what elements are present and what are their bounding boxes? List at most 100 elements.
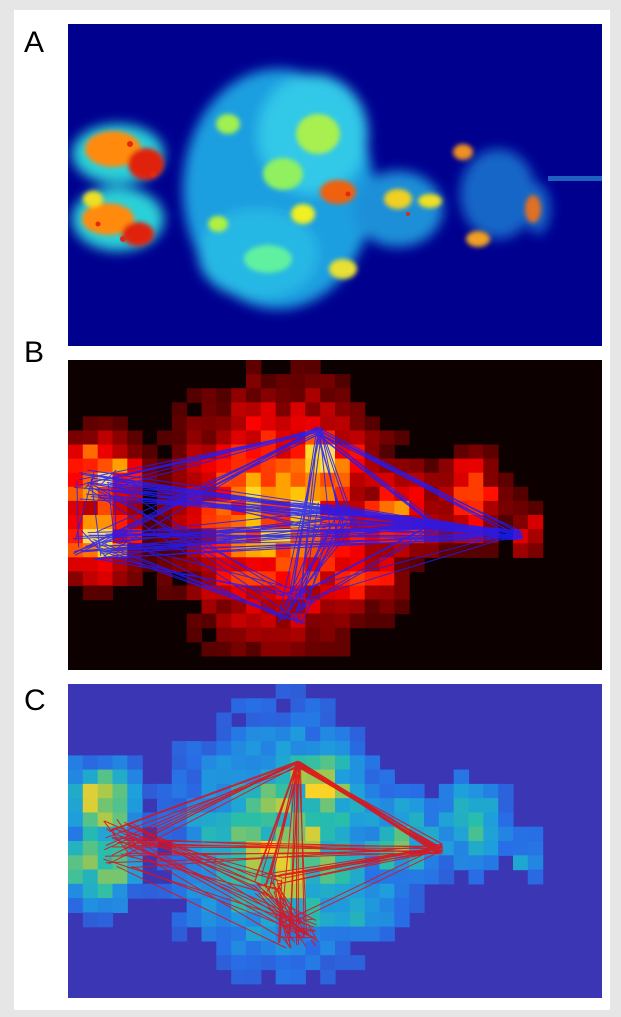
- heatmap-cell: [468, 841, 484, 856]
- heatmap-cell: [68, 798, 84, 814]
- heatmap-cell: [498, 841, 514, 856]
- connection-line: [261, 847, 435, 876]
- heatmap-cell: [349, 416, 366, 432]
- heatmap-cell: [424, 500, 440, 516]
- heatmap-cell: [246, 472, 262, 488]
- heatmap-cell: [260, 812, 277, 828]
- connection-line: [118, 835, 283, 882]
- heatmap-cell: [216, 402, 232, 417]
- heatmap-cell: [216, 458, 232, 474]
- connection-line: [107, 482, 116, 542]
- connection-line: [315, 432, 521, 532]
- connection-line: [428, 525, 516, 540]
- heatmap-cell: [394, 883, 410, 899]
- heatmap-cell: [68, 898, 84, 913]
- heatmap-cell: [216, 741, 232, 756]
- connection-line: [280, 936, 311, 939]
- heatmap-cell: [424, 458, 440, 474]
- heatmap-cell: [320, 883, 336, 899]
- connection-line: [105, 525, 424, 553]
- heatmap-cell: [498, 798, 514, 814]
- heatmap-cell: [335, 641, 351, 657]
- heatmap-cell: [349, 402, 366, 417]
- heatmap-cell: [82, 869, 99, 885]
- heatmap-cell: [231, 613, 247, 629]
- heatmap-cell: [349, 486, 366, 502]
- connection-line: [316, 429, 442, 530]
- heatmap-cell: [260, 698, 277, 714]
- heatmap-cell: [260, 388, 277, 403]
- heatmap-cell: [527, 515, 544, 530]
- heatmap-cell: [305, 402, 321, 417]
- connection-line: [292, 532, 325, 620]
- heatmap-cell: [394, 783, 410, 799]
- heatmap-cell: [260, 472, 277, 488]
- connection-line: [295, 528, 431, 611]
- connection-line: [293, 522, 346, 589]
- heatmap-cell: [305, 726, 321, 742]
- heatmap-cell: [246, 698, 262, 714]
- heatmap-cell: [453, 769, 470, 785]
- heatmap-cell: [216, 599, 232, 615]
- connection-line: [310, 939, 317, 947]
- heatmap-cell: [335, 543, 351, 558]
- connection-line: [287, 531, 330, 616]
- heatmap-cell: [468, 826, 484, 842]
- heatmap-cell: [290, 458, 306, 474]
- heatmap-cell: [305, 698, 321, 714]
- heatmap-cell: [379, 898, 395, 913]
- connection-line: [436, 521, 518, 535]
- heatmap-cell: [424, 869, 440, 885]
- heatmap-cell: [68, 783, 84, 799]
- heatmap-cell: [290, 444, 306, 460]
- heatmap-cell: [97, 812, 114, 828]
- heatmap-cell: [246, 641, 262, 657]
- heatmap-cell: [290, 416, 306, 432]
- connection-line: [90, 493, 441, 529]
- heatmap-cell: [112, 783, 128, 799]
- panel-label-c: C: [24, 684, 46, 717]
- heatmap-cell: [320, 698, 336, 714]
- heatmap-cell: [216, 388, 232, 403]
- heatmap-cell: [409, 783, 425, 799]
- heatmap-cell: [483, 543, 499, 558]
- heatmap-cell: [82, 883, 99, 899]
- heatmap-cell: [201, 613, 217, 629]
- heatmap-cell: [82, 557, 99, 572]
- heatmap-cell: [335, 869, 351, 885]
- connection-line: [286, 523, 434, 602]
- heatmap-cell: [231, 741, 247, 756]
- heatmap-cell: [468, 458, 484, 474]
- connection-line: [307, 923, 319, 942]
- heatmap-cell: [335, 798, 351, 814]
- heatmap-cell: [216, 955, 232, 971]
- heatmap-cell: [68, 812, 84, 828]
- heatmap-cell: [216, 712, 232, 728]
- heatmap-cell: [335, 599, 351, 615]
- heatmap-cell: [216, 557, 232, 572]
- heatmap-cell: [290, 641, 306, 657]
- heatmap-cell: [335, 388, 351, 403]
- heatmap-cell: [97, 869, 114, 885]
- heatmap-cell: [246, 360, 262, 375]
- heatmap-cell: [320, 955, 336, 971]
- heatmap-cell: [246, 826, 262, 842]
- heatmap-cell: [246, 416, 262, 432]
- heatmap-cell: [216, 769, 232, 785]
- connection-line: [101, 494, 325, 513]
- heatmap-cell: [186, 430, 203, 446]
- heatmap-cell: [483, 812, 499, 828]
- heatmap-cell: [231, 926, 247, 942]
- heatmap-cell: [513, 543, 529, 558]
- heatmap-cell: [68, 458, 84, 474]
- heatmap-cell: [171, 812, 188, 828]
- heatmap-cell: [260, 940, 277, 956]
- heatmap-cell: [157, 783, 173, 799]
- heatmap-cell: [513, 855, 529, 871]
- heatmap-cell: [171, 430, 188, 446]
- heatmap-cell: [82, 826, 99, 842]
- heatmap-cell: [97, 755, 114, 771]
- heatmap-cell: [97, 798, 114, 814]
- heatmap-cell: [186, 826, 203, 842]
- heatmap-cell: [260, 798, 277, 814]
